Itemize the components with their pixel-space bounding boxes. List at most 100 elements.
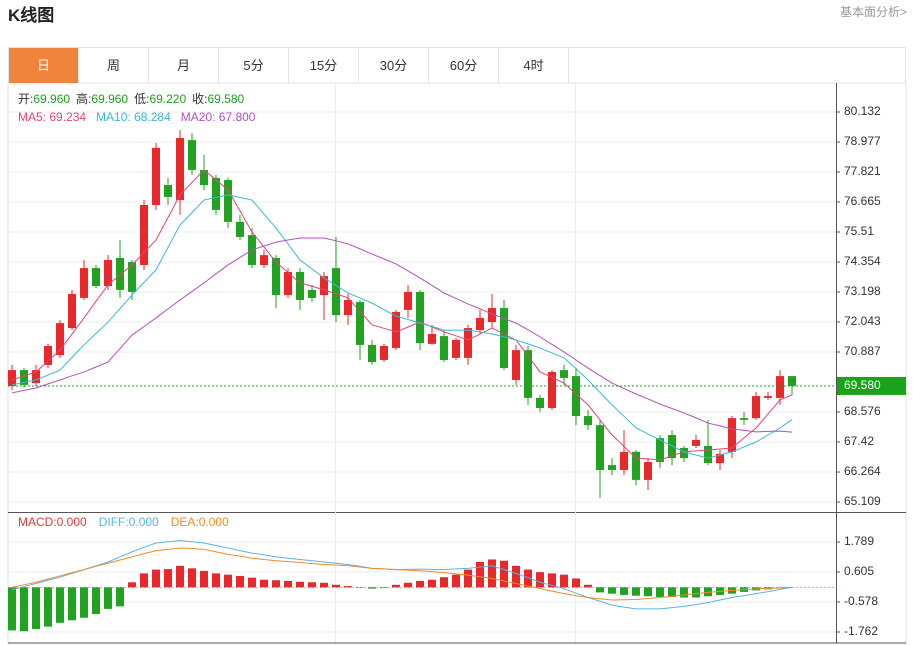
candle-body	[356, 302, 364, 345]
fundamental-link[interactable]: 基本面分析>	[839, 5, 907, 19]
tab[interactable]: 30分	[359, 48, 429, 83]
candle-body	[44, 345, 52, 365]
candle-body	[272, 257, 280, 296]
info-label: 收:	[192, 92, 207, 106]
candle-body	[644, 462, 652, 480]
macd-bar	[512, 565, 520, 588]
macd-bar	[440, 577, 448, 588]
tab[interactable]: 日	[9, 48, 79, 83]
last-price-box	[837, 376, 906, 395]
candle-body	[416, 291, 424, 344]
y-tick-label: 70.887	[844, 344, 881, 358]
tab[interactable]: 5分	[219, 48, 289, 83]
legend-entry: MACD:0.000	[18, 515, 87, 529]
legend-entry: DIFF:0.000	[99, 515, 159, 529]
candle-body	[224, 180, 232, 222]
tab[interactable]: 月	[149, 48, 219, 83]
candle-body	[308, 289, 316, 298]
candle-body	[728, 418, 736, 452]
tab[interactable]: 15分	[289, 48, 359, 83]
y-tick-label: 73.198	[844, 284, 881, 298]
ma-line	[11, 194, 793, 459]
macd-bar	[356, 587, 364, 588]
macd-bar	[392, 584, 400, 588]
candle-body	[548, 371, 556, 409]
candle-body	[692, 439, 700, 446]
y-tick-label: -0.578	[844, 594, 878, 608]
macd-bar	[380, 587, 388, 589]
candle-body	[560, 370, 568, 378]
candle-body	[152, 147, 160, 205]
info-value: 69.960	[91, 92, 128, 106]
ma-line	[11, 237, 793, 433]
candle-body	[140, 204, 148, 265]
candle-body	[200, 169, 208, 186]
macd-bar	[260, 579, 268, 588]
y-tick-label: 1.789	[844, 534, 874, 548]
candle-body	[584, 416, 592, 426]
macd-bar	[560, 574, 568, 588]
macd-bar	[332, 584, 340, 588]
legend-entry: MA10: 68.284	[96, 110, 171, 124]
info-value: 69.960	[33, 92, 70, 106]
macd-bar	[536, 572, 544, 588]
candle-body	[656, 438, 664, 463]
macd-bar	[704, 587, 712, 597]
y-tick-label: 65.109	[844, 494, 881, 508]
candle-body	[176, 138, 184, 201]
tab[interactable]: 4时	[499, 48, 569, 83]
candle-body	[632, 451, 640, 480]
candle-body	[368, 344, 376, 363]
candle-body	[296, 271, 304, 301]
macd-bar	[572, 578, 580, 588]
macd-bar	[56, 587, 64, 623]
candle-body	[80, 268, 88, 298]
macd-bar	[308, 582, 316, 588]
tab[interactable]: 周	[79, 48, 149, 83]
candle-body	[260, 255, 268, 265]
info-label: 高:	[76, 91, 91, 106]
candle-body	[236, 221, 244, 237]
tab[interactable]: 60分	[429, 48, 499, 83]
candle-body	[524, 350, 532, 398]
candle-body	[500, 308, 508, 369]
macd-bar	[80, 587, 88, 618]
candle-body	[788, 376, 796, 386]
ma-legend: MA5: 69.234 MA10: 68.284 MA20: 67.800	[18, 110, 256, 124]
last-price-label: 69.580	[844, 378, 881, 392]
macd-bar	[200, 570, 208, 588]
candle-body	[104, 260, 112, 286]
macd-bar	[44, 587, 52, 627]
macd-bar	[188, 568, 196, 588]
macd-bar	[608, 587, 616, 594]
y-tick-label: 68.576	[844, 404, 881, 418]
candle-body	[536, 397, 544, 409]
macd-bar	[8, 587, 16, 631]
candle-body	[440, 336, 448, 360]
y-tick-label: 75.51	[844, 224, 874, 238]
candle-body	[704, 445, 712, 464]
candle-body	[404, 291, 412, 310]
macd-bar	[20, 587, 28, 632]
candle-body	[212, 178, 220, 210]
candle-body	[668, 435, 676, 459]
candle-body	[488, 308, 496, 323]
y-tick-label: 66.264	[844, 464, 881, 478]
macd-bar	[596, 587, 604, 593]
y-tick-label: 80.132	[844, 104, 881, 118]
candle-body	[320, 276, 328, 296]
macd-bar	[140, 573, 148, 588]
y-tick-label: 77.821	[844, 164, 881, 178]
candle-body	[188, 140, 196, 170]
macd-bar	[452, 574, 460, 588]
ohlc-info: 开:69.960 高:69.960 低:69.220 收:69.580	[18, 91, 245, 106]
candle-body	[332, 268, 340, 316]
candle-body	[344, 300, 352, 316]
candle-body	[164, 185, 172, 197]
macd-bar	[548, 573, 556, 588]
macd-bar	[164, 569, 172, 588]
macd-bar	[344, 586, 352, 588]
page-title: K线图	[8, 6, 55, 25]
candle-body	[572, 376, 580, 417]
macd-bar	[104, 587, 112, 609]
